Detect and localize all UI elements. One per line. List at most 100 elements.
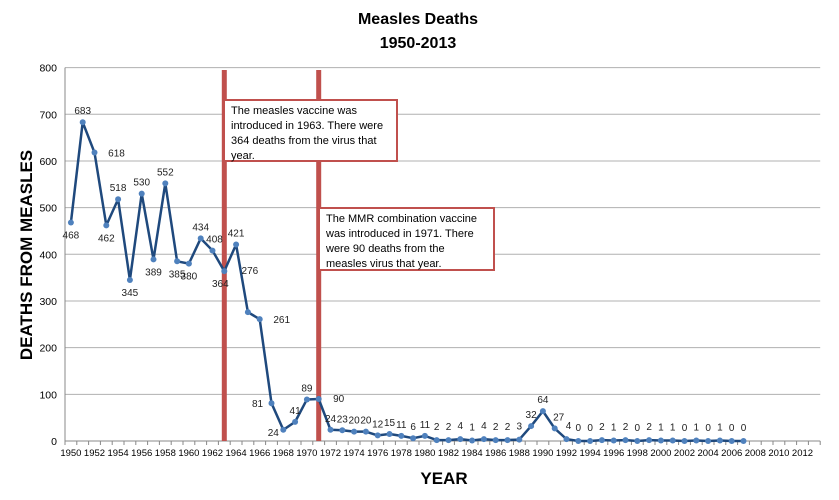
data-point xyxy=(174,258,181,265)
data-point xyxy=(233,241,240,248)
y-axis-title: DEATHS FROM MEASLES xyxy=(17,150,36,360)
x-tick-label: 1956 xyxy=(131,448,152,459)
data-point xyxy=(221,268,228,275)
data-label: 345 xyxy=(122,288,139,299)
data-label: 1 xyxy=(611,423,617,434)
x-tick-label: 1996 xyxy=(603,448,624,459)
data-label: 20 xyxy=(360,416,372,427)
x-tick-label: 1964 xyxy=(226,448,247,459)
y-tick-label: 0 xyxy=(51,436,57,448)
data-point xyxy=(480,436,487,443)
data-point xyxy=(374,432,381,439)
data-label: 434 xyxy=(192,222,209,233)
data-point xyxy=(115,196,122,203)
data-point xyxy=(421,432,428,439)
data-label: 11 xyxy=(420,420,431,431)
x-tick-label: 2010 xyxy=(768,448,789,459)
data-label: 385 xyxy=(169,269,186,280)
data-label: 0 xyxy=(587,423,593,434)
data-point xyxy=(740,438,747,444)
data-point xyxy=(256,316,263,323)
y-tick-label: 200 xyxy=(39,343,57,355)
x-tick-label: 1954 xyxy=(108,448,129,459)
data-point xyxy=(410,435,417,442)
data-label: 421 xyxy=(228,228,245,239)
data-label: 462 xyxy=(98,233,115,244)
data-label: 0 xyxy=(729,423,735,434)
data-point xyxy=(504,437,511,444)
data-label: 20 xyxy=(349,416,361,427)
data-label: 1 xyxy=(670,423,676,434)
data-label: 4 xyxy=(566,421,572,432)
y-tick-label: 100 xyxy=(39,389,57,401)
data-point xyxy=(728,438,735,444)
x-tick-label: 1982 xyxy=(438,448,459,459)
x-tick-label: 2004 xyxy=(698,448,719,459)
data-point xyxy=(528,423,535,430)
data-point xyxy=(197,235,204,242)
x-tick-label: 2006 xyxy=(721,448,742,459)
data-label: 0 xyxy=(576,423,582,434)
data-label: 4 xyxy=(458,421,464,432)
x-tick-label: 1962 xyxy=(202,448,223,459)
data-point xyxy=(457,436,464,443)
x-tick-label: 1960 xyxy=(178,448,199,459)
data-point xyxy=(162,180,169,187)
annotation-box: The MMR combination vaccine was introduc… xyxy=(318,207,495,271)
data-point xyxy=(492,437,499,444)
data-point xyxy=(516,436,523,443)
x-tick-label: 2012 xyxy=(792,448,813,459)
series-line xyxy=(69,120,744,443)
data-label: 408 xyxy=(206,235,223,246)
data-label: 1 xyxy=(717,423,723,434)
data-point xyxy=(67,219,74,226)
data-label: 6 xyxy=(410,422,416,433)
data-label: 1 xyxy=(469,423,475,434)
x-tick-label: 1978 xyxy=(391,448,412,459)
data-point xyxy=(657,437,664,444)
data-label: 90 xyxy=(333,394,345,405)
x-tick-label: 1998 xyxy=(627,448,648,459)
data-point xyxy=(386,430,393,437)
data-label: 0 xyxy=(682,423,688,434)
x-tick-label: 1980 xyxy=(414,448,435,459)
data-label: 530 xyxy=(133,178,150,189)
data-point xyxy=(209,247,216,254)
data-point xyxy=(185,260,192,267)
x-tick-label: 1952 xyxy=(84,448,105,459)
data-point xyxy=(280,426,287,433)
data-point xyxy=(539,408,546,415)
data-point xyxy=(362,428,369,435)
data-label: 64 xyxy=(537,395,549,406)
data-label: 2 xyxy=(446,422,452,433)
x-tick-label: 1984 xyxy=(462,448,483,459)
x-tick-label: 1958 xyxy=(155,448,176,459)
y-tick-label: 400 xyxy=(39,249,57,261)
y-tick-label: 700 xyxy=(39,109,57,121)
data-label: 32 xyxy=(526,410,538,421)
data-label: 2 xyxy=(623,422,629,433)
annotation-box: The measles vaccine was introduced in 19… xyxy=(223,99,398,162)
data-label: 261 xyxy=(273,315,290,326)
data-point xyxy=(327,426,334,433)
data-point xyxy=(315,395,322,402)
data-label: 2 xyxy=(434,422,440,433)
data-label: 618 xyxy=(108,149,125,160)
x-tick-label: 1970 xyxy=(296,448,317,459)
data-label: 81 xyxy=(252,399,264,410)
data-point xyxy=(268,400,275,407)
data-point xyxy=(244,309,251,316)
data-label: 552 xyxy=(157,167,174,178)
x-tick-label: 1992 xyxy=(556,448,577,459)
data-point xyxy=(339,427,346,434)
y-tick-label: 300 xyxy=(39,296,57,308)
data-point xyxy=(445,437,452,444)
data-label: 24 xyxy=(268,428,280,439)
data-label: 380 xyxy=(181,272,198,283)
data-point xyxy=(681,438,688,444)
data-point xyxy=(91,149,98,156)
data-label: 24 xyxy=(325,414,337,425)
data-point xyxy=(693,437,700,444)
x-tick-label: 1966 xyxy=(249,448,270,459)
data-point xyxy=(610,437,617,444)
